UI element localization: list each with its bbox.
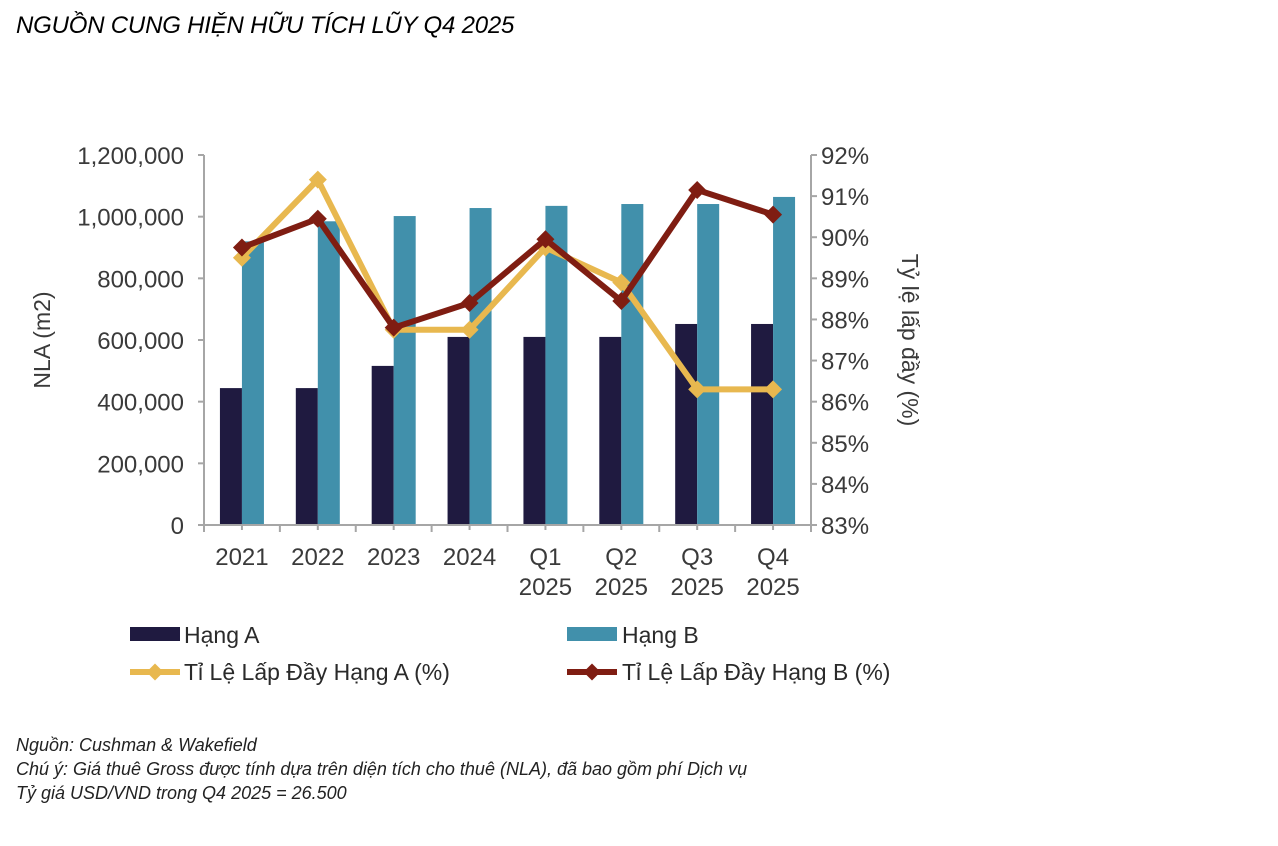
y2-tick-label: 85% — [821, 431, 869, 458]
line-ti-le-lap-day-hang-b — [240, 186, 774, 332]
y2-tick-label: 86% — [821, 390, 869, 417]
bar-hang-a — [599, 336, 622, 525]
legend-label-occupancy-a: Tỉ Lệ Lấp Đầy Hạng A (%) — [184, 659, 450, 685]
marker-ti-le-lap-day-hang-a — [764, 380, 783, 399]
marker-ti-le-lap-day-hang-a — [612, 273, 631, 292]
legend-label-hang-a: Hạng A — [184, 622, 260, 648]
marker-ti-le-lap-day-hang-b — [688, 180, 707, 199]
marker-ti-le-lap-day-hang-b — [764, 205, 783, 224]
y-tick-label: 400,000 — [97, 390, 184, 417]
bar-hang-b — [697, 204, 720, 525]
lines-layer — [232, 170, 783, 399]
bar-hang-a — [371, 365, 394, 525]
legend-swatch-hang-b — [567, 627, 617, 641]
bars-layer — [219, 196, 796, 526]
y-tick-label: 600,000 — [97, 328, 184, 355]
line-ti-le-lap-day-hang-a — [239, 174, 774, 393]
bar-hang-b — [621, 204, 644, 525]
legend-item-occupancy-a: Tỉ Lệ Lấp Đầy Hạng A (%) — [130, 659, 450, 685]
legend-label-occupancy-b: Tỉ Lệ Lấp Đầy Hạng B (%) — [622, 659, 890, 685]
bar-hang-b — [545, 205, 568, 525]
bar-hang-b — [317, 221, 340, 525]
y2-tick-label: 83% — [821, 513, 869, 540]
marker-ti-le-lap-day-hang-a — [308, 170, 327, 189]
marker-ti-le-lap-day-hang-b — [308, 209, 327, 228]
legend-swatch-hang-a — [130, 627, 180, 641]
exchange-rate-note: Tỷ giá USD/VND trong Q4 2025 = 26.500 — [16, 783, 347, 803]
bar-hang-b — [393, 216, 416, 526]
y2-axis-title: Tỷ lệ lấp đầy (%) — [897, 254, 923, 427]
x-tick-label: Q3 2025 — [670, 544, 723, 601]
marker-ti-le-lap-day-hang-a — [460, 320, 479, 339]
chart-notes: Nguồn: Cushman & Wakefield Chú ý: Giá th… — [16, 733, 747, 805]
marker-ti-le-lap-day-hang-b — [612, 291, 631, 310]
y2-tick-label: 88% — [821, 307, 869, 334]
x-tick-label: Q1 2025 — [519, 544, 572, 601]
legend-item-occupancy-b: Tỉ Lệ Lấp Đầy Hạng B (%) — [567, 659, 890, 685]
legend-item-hang-a: Hạng A — [130, 622, 260, 648]
y2-tick-label: 84% — [821, 472, 869, 499]
legend-marker-occupancy-b — [583, 663, 601, 681]
x-tick-label: 2021 — [215, 544, 268, 571]
bar-hang-a — [295, 388, 318, 525]
x-tick-label: 2024 — [443, 544, 496, 571]
legend-item-hang-b: Hạng B — [567, 622, 699, 648]
y-tick-label: 200,000 — [97, 451, 184, 478]
page-title: NGUỒN CUNG HIỆN HỮU TÍCH LŨY Q4 2025 — [16, 12, 515, 39]
x-tick-label: Q4 2025 — [746, 544, 799, 601]
legend: Hạng A Hạng B Tỉ Lệ Lấp Đầy Hạng A (%) T… — [130, 622, 890, 685]
bar-hang-a — [751, 323, 774, 525]
ticks-layer: 0 200,000 400,000 600,000 800,000 1,000,000 1,… — [77, 143, 869, 601]
y-tick-label: 0 — [171, 513, 184, 540]
y-tick-label: 1,000,000 — [77, 205, 184, 232]
marker-ti-le-lap-day-hang-b — [384, 318, 403, 337]
bar-hang-a — [219, 388, 242, 525]
bar-hang-a — [523, 336, 546, 525]
marker-ti-le-lap-day-hang-a — [688, 380, 707, 399]
y2-tick-label: 87% — [821, 349, 869, 376]
bar-hang-a — [675, 323, 698, 525]
marker-ti-le-lap-day-hang-a — [232, 248, 251, 267]
marker-ti-le-lap-day-hang-b — [232, 238, 251, 257]
x-tick-label: 2023 — [367, 544, 420, 571]
y-axis-title: NLA (m2) — [29, 291, 55, 388]
bar-hang-a — [447, 336, 470, 525]
y2-tick-label: 92% — [821, 143, 869, 170]
bar-hang-b — [469, 208, 492, 526]
marker-ti-le-lap-day-hang-b — [460, 294, 479, 312]
y2-tick-label: 89% — [821, 266, 869, 293]
bar-hang-b — [773, 196, 796, 525]
bar-hang-b — [241, 241, 264, 526]
legend-label-hang-b: Hạng B — [622, 622, 699, 648]
source-note: Nguồn: Cushman & Wakefield — [16, 735, 257, 755]
x-tick-label: Q2 2025 — [595, 544, 648, 601]
y-tick-label: 800,000 — [97, 266, 184, 293]
legend-marker-occupancy-a — [146, 663, 164, 681]
gross-rent-note: Chú ý: Giá thuê Gross được tính dựa trên… — [16, 759, 748, 779]
x-tick-label: 2022 — [291, 544, 344, 571]
y2-tick-label: 91% — [821, 184, 869, 211]
y-tick-label: 1,200,000 — [77, 143, 184, 170]
marker-ti-le-lap-day-hang-b — [536, 230, 555, 249]
y2-tick-label: 90% — [821, 225, 869, 252]
